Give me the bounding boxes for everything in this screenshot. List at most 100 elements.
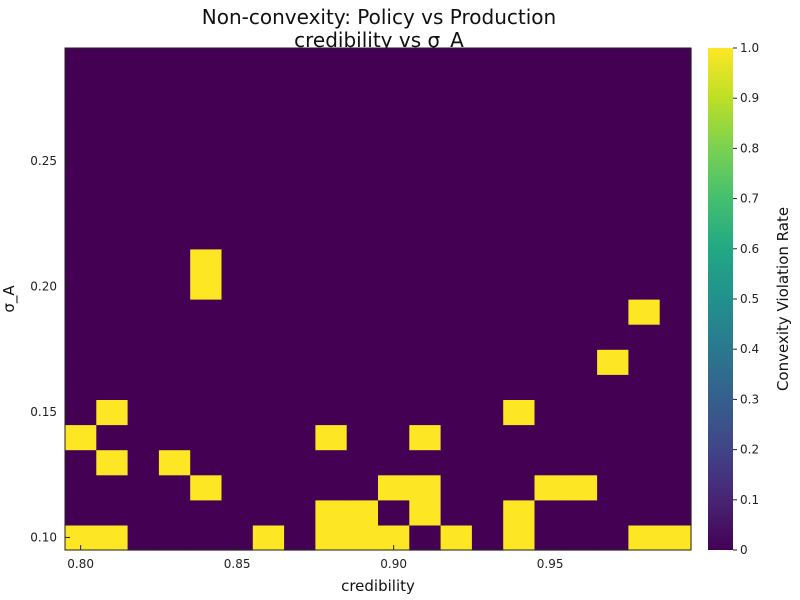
heatmap-cell	[190, 98, 223, 124]
heatmap-cell	[252, 198, 285, 225]
heatmap-cell	[315, 198, 348, 225]
heatmap-cell	[628, 374, 661, 400]
heatmap-cell	[471, 424, 504, 451]
heatmap-cell	[346, 198, 379, 225]
heatmap-cell	[659, 399, 692, 426]
heatmap-cell	[565, 374, 598, 400]
heatmap-cell	[409, 98, 442, 124]
heatmap-cell	[65, 399, 97, 426]
heatmap-cell	[440, 148, 473, 175]
heatmap-cell-violation	[346, 499, 379, 526]
heatmap-cell	[597, 399, 629, 426]
heatmap-cell	[65, 73, 97, 99]
heatmap-cell	[503, 148, 536, 175]
heatmap-cell-violation	[628, 299, 661, 325]
heatmap-cell	[597, 474, 629, 501]
heatmap-cell	[190, 399, 223, 426]
chart-title: Non-convexity: Policy vs Production	[202, 5, 556, 29]
heatmap-cell	[127, 399, 160, 426]
heatmap-cell	[252, 273, 285, 300]
heatmap-cell	[628, 248, 661, 275]
heatmap-cell	[503, 248, 536, 275]
heatmap-cell	[597, 73, 629, 99]
heatmap-cell	[409, 173, 442, 200]
heatmap-cell	[503, 173, 536, 200]
heatmap-cell	[96, 299, 129, 325]
heatmap-cell	[534, 123, 567, 149]
heatmap-cell	[284, 499, 316, 526]
heatmap-cell	[659, 374, 692, 400]
colorbar-tick-label: 0.6	[740, 242, 759, 256]
heatmap-cell	[628, 73, 661, 99]
x-tick-label: 0.90	[380, 557, 407, 571]
heatmap-cell	[65, 474, 97, 501]
heatmap-cell	[534, 148, 567, 175]
heatmap-cell	[96, 173, 129, 200]
heatmap-cell	[471, 248, 504, 275]
heatmap-cell	[190, 173, 223, 200]
heatmap-cell	[471, 48, 504, 74]
heatmap-cell	[127, 299, 160, 325]
heatmap-cell	[127, 499, 160, 526]
heatmap-cell	[409, 349, 442, 375]
heatmap-cell	[158, 223, 191, 250]
heatmap-cell	[409, 73, 442, 99]
heatmap-cell	[190, 48, 223, 74]
heatmap-cell	[534, 349, 567, 375]
heatmap-cell	[284, 474, 316, 501]
heatmap-cell	[96, 198, 129, 225]
heatmap-cell	[284, 98, 316, 124]
heatmap-cell	[565, 524, 598, 551]
heatmap-cell	[628, 148, 661, 175]
heatmap-cell	[315, 223, 348, 250]
heatmap-cell	[597, 499, 629, 526]
heatmap-cell	[378, 223, 410, 250]
heatmap-cell	[221, 449, 254, 476]
heatmap-cell	[252, 148, 285, 175]
heatmap-cell	[440, 98, 473, 124]
heatmap-cell	[221, 273, 254, 300]
heatmap-cell	[96, 424, 129, 451]
heatmap-cell	[597, 148, 629, 175]
heatmap-cell	[503, 273, 536, 300]
heatmap-cell	[503, 98, 536, 124]
heatmap-cell	[315, 173, 348, 200]
heatmap-cell	[346, 474, 379, 501]
heatmap-cell	[565, 123, 598, 149]
heatmap-cell	[65, 273, 97, 300]
heatmap-cell	[503, 223, 536, 250]
heatmap-cell-violation	[378, 474, 410, 501]
heatmap-cell	[221, 349, 254, 375]
heatmap-cell	[65, 248, 97, 275]
heatmap-cell	[346, 324, 379, 350]
colorbar-tick-label: 0.7	[740, 192, 759, 206]
heatmap-cell	[440, 48, 473, 74]
heatmap-cell	[252, 499, 285, 526]
heatmap-cell	[471, 148, 504, 175]
heatmap-cell	[96, 273, 129, 300]
heatmap-cell	[158, 48, 191, 74]
heatmap-cell	[440, 324, 473, 350]
heatmap-cell	[221, 374, 254, 400]
heatmap-cell	[565, 73, 598, 99]
heatmap-cell	[127, 223, 160, 250]
heatmap-cell	[659, 324, 692, 350]
heatmap-cell	[127, 524, 160, 551]
heatmap-cell	[597, 98, 629, 124]
heatmap-cell	[378, 148, 410, 175]
heatmap-cell	[96, 349, 129, 375]
heatmap-cell	[127, 48, 160, 74]
heatmap-cell	[628, 474, 661, 501]
heatmap-cell	[378, 173, 410, 200]
heatmap-cell	[315, 349, 348, 375]
heatmap-cell	[346, 248, 379, 275]
heatmap-cell	[346, 374, 379, 400]
heatmap-cell	[565, 324, 598, 350]
heatmap-cell	[158, 474, 191, 501]
heatmap-cell	[190, 424, 223, 451]
heatmap-cell	[534, 198, 567, 225]
heatmap-cell	[158, 399, 191, 426]
heatmap-cell	[127, 324, 160, 350]
colorbar-tick-label: 0	[740, 543, 748, 557]
heatmap-cell	[158, 324, 191, 350]
